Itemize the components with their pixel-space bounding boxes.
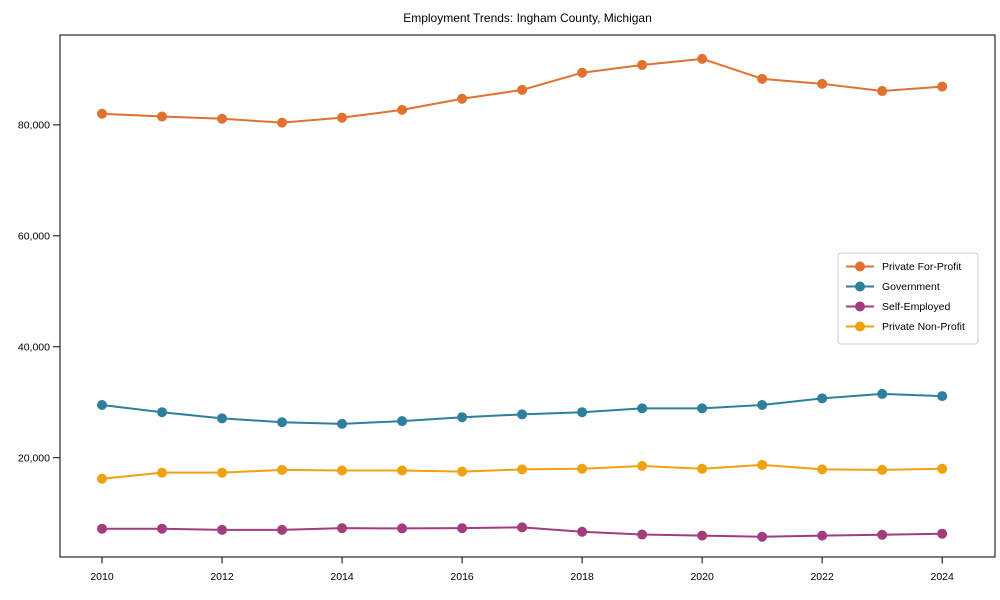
y-tick-label: 20,000 bbox=[18, 452, 50, 464]
series-private-for-profit-marker-2018 bbox=[577, 67, 588, 78]
series-private-non-profit-marker-2012 bbox=[217, 467, 228, 478]
series-government-marker-2024 bbox=[937, 391, 948, 402]
series-private-for-profit-marker-2014 bbox=[337, 112, 348, 123]
legend-label-government: Government bbox=[882, 281, 940, 293]
series-government-marker-2014 bbox=[337, 418, 348, 429]
series-government-marker-2013 bbox=[277, 417, 288, 428]
x-tick-label: 2024 bbox=[931, 571, 955, 583]
series-private-for-profit-marker-2016 bbox=[457, 93, 468, 104]
plot-area-border bbox=[59, 34, 996, 558]
legend-label-private-non-profit: Private Non-Profit bbox=[882, 321, 965, 333]
series-private-for-profit-marker-2023 bbox=[877, 86, 888, 97]
y-tick-label: 60,000 bbox=[18, 231, 50, 243]
series-private-non-profit-marker-2015 bbox=[397, 465, 408, 476]
legend-swatch-marker-private-for-profit bbox=[855, 261, 865, 272]
series-self-employed-marker-2024 bbox=[937, 528, 948, 539]
series-private-non-profit-marker-2020 bbox=[697, 463, 708, 474]
series-private-non-profit-marker-2023 bbox=[877, 464, 888, 475]
series-private-for-profit-marker-2010 bbox=[97, 108, 108, 119]
series-self-employed-marker-2013 bbox=[277, 524, 288, 535]
x-tick-label: 2016 bbox=[450, 571, 474, 583]
x-tick-label: 2018 bbox=[570, 571, 594, 583]
legend-swatch-marker-government bbox=[855, 281, 865, 292]
series-private-for-profit-marker-2011 bbox=[157, 111, 168, 122]
series-government-marker-2018 bbox=[577, 407, 588, 418]
chart-title: Employment Trends: Ingham County, Michig… bbox=[403, 11, 652, 25]
series-government-marker-2016 bbox=[457, 412, 468, 423]
series-private-for-profit-marker-2022 bbox=[817, 78, 828, 89]
series-private-non-profit-marker-2022 bbox=[817, 464, 828, 475]
series-self-employed-marker-2016 bbox=[457, 523, 468, 534]
series-government-marker-2022 bbox=[817, 393, 828, 404]
series-self-employed-marker-2017 bbox=[517, 522, 528, 533]
x-tick-label: 2020 bbox=[690, 571, 714, 583]
y-tick-label: 80,000 bbox=[18, 120, 50, 132]
series-private-for-profit-marker-2013 bbox=[277, 117, 288, 128]
series-government-marker-2021 bbox=[757, 400, 768, 411]
x-tick-label: 2022 bbox=[810, 571, 834, 583]
series-self-employed-marker-2015 bbox=[397, 523, 408, 534]
series-private-non-profit-marker-2016 bbox=[457, 466, 468, 477]
series-self-employed-marker-2010 bbox=[97, 523, 108, 534]
series-private-non-profit-marker-2017 bbox=[517, 464, 528, 475]
legend-swatch-marker-private-non-profit bbox=[855, 321, 865, 332]
x-tick-label: 2012 bbox=[210, 571, 234, 583]
series-private-non-profit-marker-2010 bbox=[97, 473, 108, 484]
series-private-for-profit-marker-2020 bbox=[697, 53, 708, 64]
series-private-for-profit-marker-2021 bbox=[757, 73, 768, 84]
series-government-marker-2010 bbox=[97, 400, 108, 411]
series-self-employed-marker-2011 bbox=[157, 523, 168, 534]
series-private-for-profit-marker-2015 bbox=[397, 104, 408, 115]
legend-box bbox=[837, 252, 979, 345]
series-private-for-profit-marker-2012 bbox=[217, 113, 228, 124]
series-private-non-profit-marker-2024 bbox=[937, 463, 948, 474]
series-private-non-profit-marker-2019 bbox=[637, 461, 648, 472]
series-private-for-profit-marker-2024 bbox=[937, 81, 948, 92]
legend-label-private-for-profit: Private For-Profit bbox=[882, 261, 961, 273]
series-self-employed-marker-2014 bbox=[337, 523, 348, 534]
series-private-for-profit-marker-2017 bbox=[517, 84, 528, 95]
series-self-employed-marker-2020 bbox=[697, 530, 708, 541]
series-government-marker-2011 bbox=[157, 407, 168, 418]
series-private-non-profit-marker-2014 bbox=[337, 465, 348, 476]
series-self-employed-marker-2012 bbox=[217, 524, 228, 535]
y-tick-label: 40,000 bbox=[18, 341, 50, 353]
series-government-marker-2012 bbox=[217, 413, 228, 424]
series-self-employed-marker-2022 bbox=[817, 530, 828, 541]
series-self-employed-marker-2019 bbox=[637, 529, 648, 540]
series-private-non-profit-marker-2013 bbox=[277, 464, 288, 475]
series-self-employed-marker-2023 bbox=[877, 529, 888, 540]
series-self-employed-marker-2021 bbox=[757, 531, 768, 542]
series-government-marker-2017 bbox=[517, 409, 528, 420]
series-self-employed-marker-2018 bbox=[577, 526, 588, 537]
series-government-marker-2015 bbox=[397, 416, 408, 427]
x-tick-label: 2014 bbox=[330, 571, 354, 583]
series-government-marker-2020 bbox=[697, 403, 708, 414]
series-private-non-profit-marker-2011 bbox=[157, 467, 168, 478]
legend-swatch-marker-self-employed bbox=[855, 301, 865, 312]
series-private-non-profit-marker-2018 bbox=[577, 463, 588, 474]
legend-label-self-employed: Self-Employed bbox=[882, 301, 950, 313]
series-private-non-profit-marker-2021 bbox=[757, 459, 768, 470]
series-government-marker-2023 bbox=[877, 388, 888, 399]
series-private-for-profit-marker-2019 bbox=[637, 59, 648, 70]
series-government-marker-2019 bbox=[637, 403, 648, 414]
x-tick-label: 2010 bbox=[90, 571, 114, 583]
